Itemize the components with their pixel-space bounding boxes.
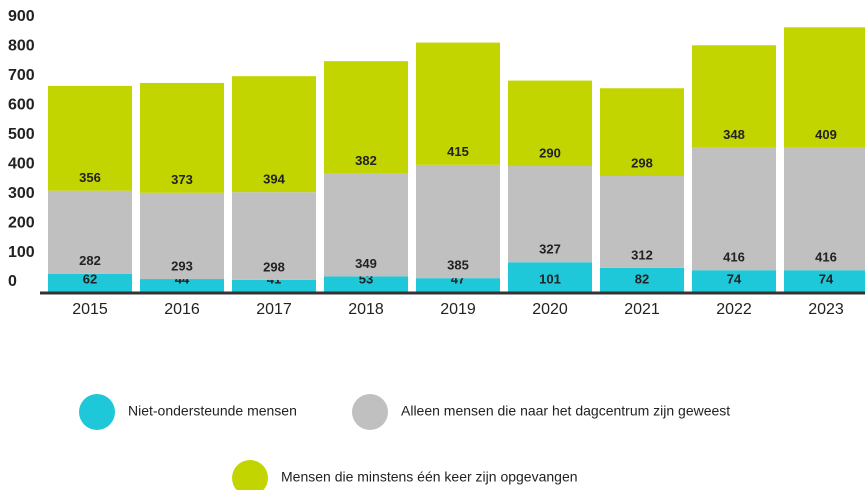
bar-segment — [416, 42, 500, 165]
value-label: 74 — [727, 271, 742, 286]
legend-label: Niet-ondersteunde mensen — [128, 403, 297, 419]
legend-swatch — [79, 394, 115, 430]
bar-segment — [324, 276, 408, 292]
value-label: 101 — [539, 271, 561, 286]
value-label: 373 — [171, 172, 193, 187]
bar-segment — [600, 267, 684, 292]
y-tick-label: 600 — [8, 97, 35, 114]
bar-segment — [416, 164, 500, 279]
value-label: 293 — [171, 258, 193, 273]
x-tick-label: 2023 — [808, 301, 844, 318]
bar-segment — [324, 61, 408, 174]
bar-segment — [140, 82, 224, 193]
bar-segment — [508, 80, 592, 166]
bar-segment — [140, 279, 224, 292]
value-label: 382 — [355, 153, 377, 168]
bar-segment — [48, 85, 132, 191]
value-label: 312 — [631, 247, 653, 262]
bar-segment — [784, 270, 865, 292]
bar-segment — [324, 173, 408, 277]
x-tick-label: 2018 — [348, 301, 384, 318]
y-tick-label: 300 — [8, 185, 35, 202]
x-tick-label: 2016 — [164, 301, 200, 318]
bar-segment — [48, 190, 132, 274]
y-tick-label: 100 — [8, 244, 35, 261]
bar-segment — [416, 278, 500, 292]
value-label: 385 — [447, 258, 469, 273]
value-label: 348 — [723, 127, 745, 142]
bar-segment — [600, 175, 684, 268]
bar-segment — [692, 45, 776, 148]
value-label: 356 — [79, 170, 101, 185]
y-tick-label: 900 — [8, 8, 35, 25]
x-tick-label: 2017 — [256, 301, 292, 318]
legend-label: Mensen die minstens één keer zijn opgeva… — [281, 469, 578, 485]
value-label: 74 — [819, 271, 834, 286]
value-label: 62 — [83, 271, 97, 286]
bar-segment — [508, 262, 592, 292]
bar-segment — [232, 192, 316, 280]
bar-segment — [784, 27, 865, 148]
value-label: 298 — [631, 155, 653, 170]
value-label: 416 — [723, 250, 745, 265]
x-tick-label: 2022 — [716, 301, 752, 318]
x-tick-label: 2019 — [440, 301, 476, 318]
x-tick-label: 2015 — [72, 301, 108, 318]
legend-swatch — [232, 460, 268, 490]
legend-label: Alleen mensen die naar het dagcentrum zi… — [401, 403, 730, 419]
value-label: 416 — [815, 250, 837, 265]
value-label: 290 — [539, 145, 561, 160]
value-label: 409 — [815, 127, 837, 142]
y-tick-label: 200 — [8, 214, 35, 231]
x-tick-label: 2020 — [532, 301, 568, 318]
value-label: 349 — [355, 256, 377, 271]
legend-swatch — [352, 394, 388, 430]
y-tick-label: 500 — [8, 126, 35, 143]
x-tick-label: 2021 — [624, 301, 660, 318]
y-tick-label: 0 — [8, 273, 17, 290]
y-tick-label: 400 — [8, 155, 35, 172]
bar-segment — [692, 270, 776, 292]
value-label: 327 — [539, 242, 561, 257]
value-label: 298 — [263, 259, 285, 274]
y-tick-label: 800 — [8, 38, 35, 55]
bar-segment — [600, 88, 684, 176]
bar-segment — [140, 192, 224, 280]
bar-segment — [784, 147, 865, 271]
value-label: 282 — [79, 253, 101, 268]
bar-segment — [508, 165, 592, 263]
bar-segment — [692, 147, 776, 271]
value-label: 415 — [447, 144, 469, 159]
value-label: 82 — [635, 271, 649, 286]
value-label: 394 — [263, 172, 285, 187]
bar-segment — [48, 273, 132, 292]
y-tick-label: 700 — [8, 67, 35, 84]
bar-segment — [232, 76, 316, 193]
bar-segment — [232, 279, 316, 292]
